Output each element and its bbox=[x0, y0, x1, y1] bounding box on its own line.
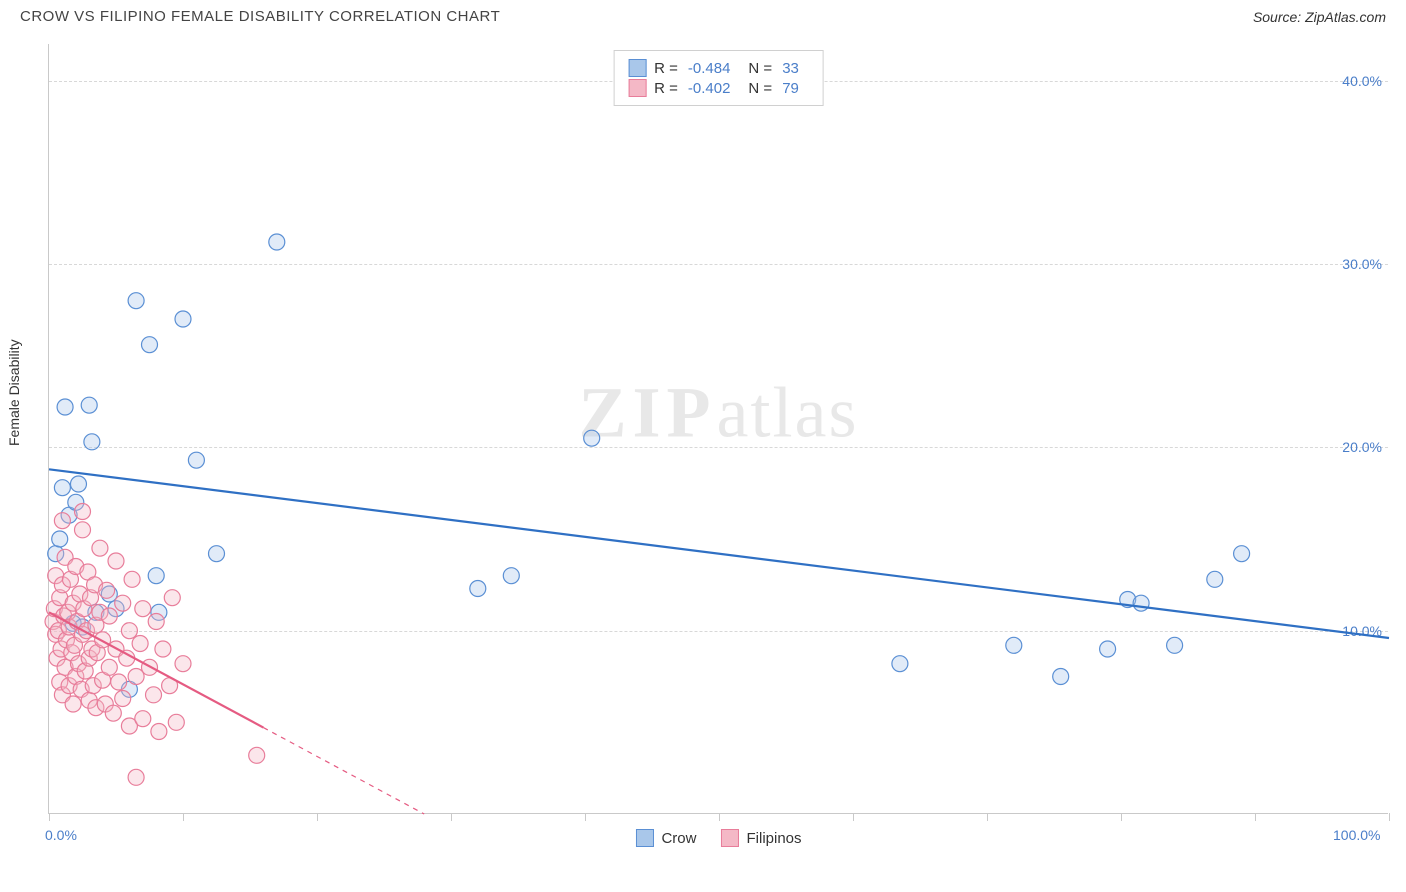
legend-label: Filipinos bbox=[746, 830, 801, 847]
data-point bbox=[54, 480, 70, 496]
data-point bbox=[151, 724, 167, 740]
n-label: N = bbox=[748, 60, 772, 77]
data-point bbox=[75, 522, 91, 538]
chart-area: ZIPatlas 0.0%100.0% 10.0%20.0%30.0%40.0%… bbox=[48, 44, 1388, 814]
data-point bbox=[175, 311, 191, 327]
data-point bbox=[111, 674, 127, 690]
legend-item: Filipinos bbox=[720, 829, 801, 847]
data-point bbox=[101, 659, 117, 675]
data-point bbox=[124, 571, 140, 587]
data-point bbox=[503, 568, 519, 584]
x-tick bbox=[719, 813, 720, 821]
data-point bbox=[65, 696, 81, 712]
x-tick bbox=[49, 813, 50, 821]
data-point bbox=[175, 656, 191, 672]
data-point bbox=[52, 531, 68, 547]
data-point bbox=[108, 553, 124, 569]
data-point bbox=[81, 397, 97, 413]
stats-legend: R = -0.484 N = 33 R = -0.402 N = 79 bbox=[613, 50, 824, 106]
data-point bbox=[135, 711, 151, 727]
x-tick bbox=[987, 813, 988, 821]
legend-swatch bbox=[635, 829, 653, 847]
data-point bbox=[54, 513, 70, 529]
data-point bbox=[121, 623, 137, 639]
data-point bbox=[155, 641, 171, 657]
data-point bbox=[132, 636, 148, 652]
data-point bbox=[168, 714, 184, 730]
data-point bbox=[188, 452, 204, 468]
source-label: Source: ZipAtlas.com bbox=[1253, 9, 1386, 25]
data-point bbox=[1133, 595, 1149, 611]
r-label: R = bbox=[654, 80, 678, 97]
r-value: -0.402 bbox=[688, 80, 731, 97]
data-point bbox=[101, 608, 117, 624]
data-point bbox=[128, 293, 144, 309]
data-point bbox=[84, 434, 100, 450]
x-tick bbox=[317, 813, 318, 821]
x-tick bbox=[1389, 813, 1390, 821]
trend-line-dashed bbox=[263, 728, 424, 814]
data-point bbox=[135, 601, 151, 617]
data-point bbox=[148, 614, 164, 630]
data-point bbox=[99, 582, 115, 598]
n-value: 79 bbox=[782, 80, 799, 97]
stats-row: R = -0.484 N = 33 bbox=[628, 59, 809, 77]
data-point bbox=[1167, 637, 1183, 653]
data-point bbox=[584, 430, 600, 446]
data-point bbox=[1100, 641, 1116, 657]
data-point bbox=[115, 691, 131, 707]
data-point bbox=[249, 747, 265, 763]
stats-row: R = -0.402 N = 79 bbox=[628, 79, 809, 97]
data-point bbox=[164, 590, 180, 606]
data-point bbox=[148, 568, 164, 584]
series-legend: Crow Filipinos bbox=[635, 829, 801, 847]
r-label: R = bbox=[654, 60, 678, 77]
x-tick bbox=[1255, 813, 1256, 821]
n-label: N = bbox=[748, 80, 772, 97]
data-point bbox=[146, 687, 162, 703]
legend-swatch bbox=[628, 59, 646, 77]
data-point bbox=[57, 399, 73, 415]
data-point bbox=[470, 581, 486, 597]
scatter-plot bbox=[49, 44, 1388, 813]
x-tick bbox=[853, 813, 854, 821]
data-point bbox=[75, 504, 91, 520]
chart-title: CROW VS FILIPINO FEMALE DISABILITY CORRE… bbox=[20, 8, 500, 25]
data-point bbox=[269, 234, 285, 250]
x-tick bbox=[451, 813, 452, 821]
r-value: -0.484 bbox=[688, 60, 731, 77]
legend-swatch bbox=[628, 79, 646, 97]
x-tick bbox=[585, 813, 586, 821]
trend-line bbox=[49, 469, 1389, 638]
x-axis-value: 100.0% bbox=[1333, 827, 1380, 843]
data-point bbox=[209, 546, 225, 562]
data-point bbox=[92, 540, 108, 556]
data-point bbox=[1207, 571, 1223, 587]
x-tick bbox=[183, 813, 184, 821]
x-axis-value: 0.0% bbox=[45, 827, 77, 843]
data-point bbox=[142, 337, 158, 353]
data-point bbox=[1006, 637, 1022, 653]
data-point bbox=[1234, 546, 1250, 562]
data-point bbox=[1053, 669, 1069, 685]
legend-label: Crow bbox=[661, 830, 696, 847]
legend-item: Crow bbox=[635, 829, 696, 847]
x-tick bbox=[1121, 813, 1122, 821]
legend-swatch bbox=[720, 829, 738, 847]
y-axis-label: Female Disability bbox=[6, 339, 22, 446]
data-point bbox=[105, 705, 121, 721]
data-point bbox=[892, 656, 908, 672]
data-point bbox=[70, 476, 86, 492]
n-value: 33 bbox=[782, 60, 799, 77]
data-point bbox=[128, 769, 144, 785]
data-point bbox=[115, 595, 131, 611]
